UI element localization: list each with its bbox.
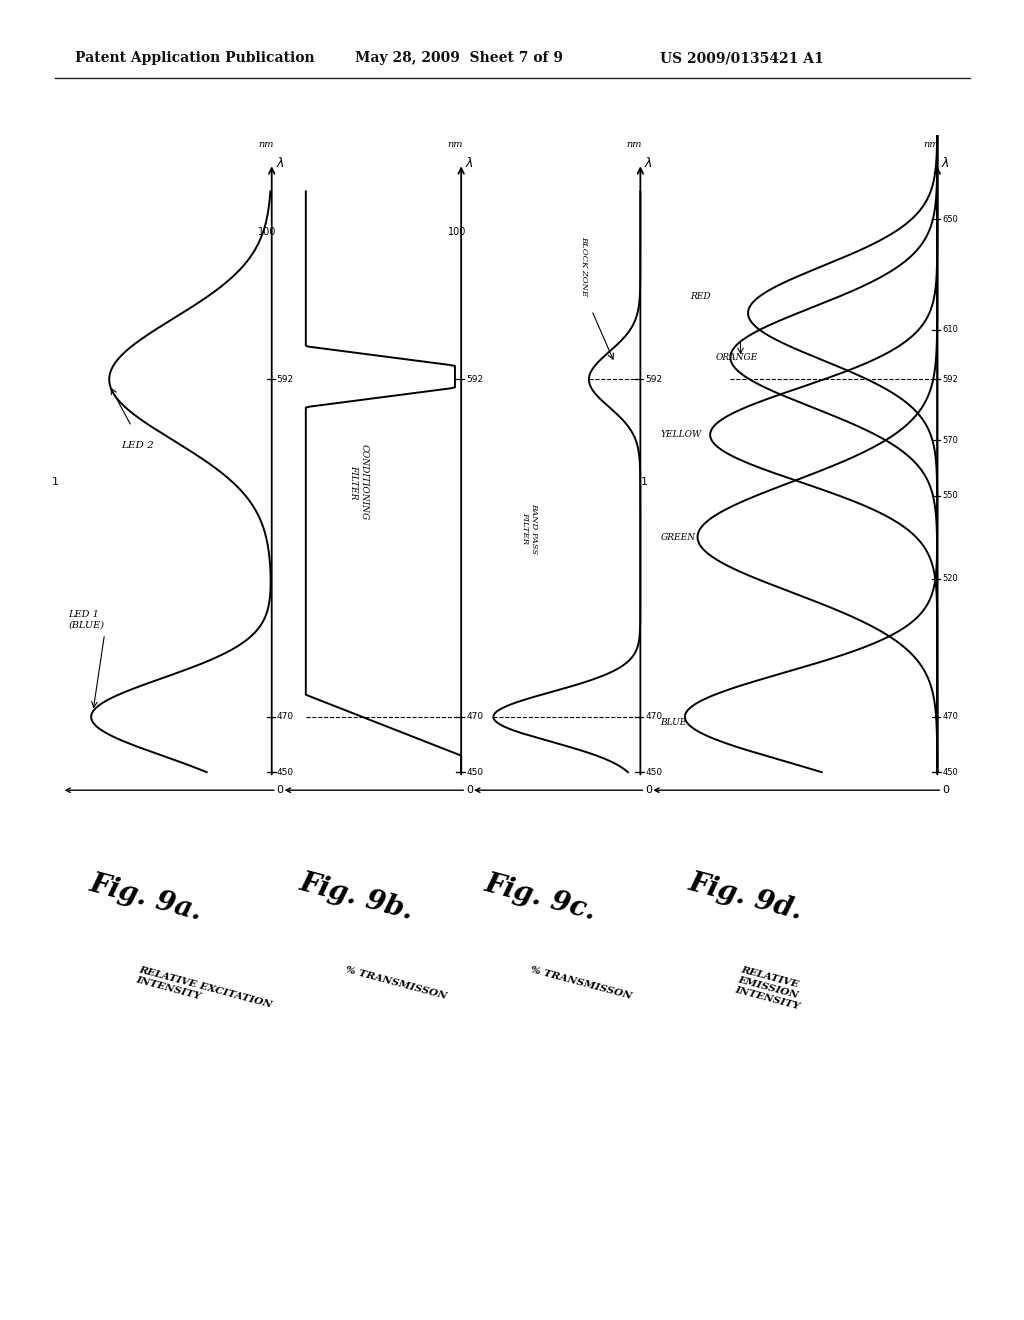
- Text: $\lambda$: $\lambda$: [941, 156, 950, 170]
- Text: 470: 470: [942, 713, 958, 722]
- Text: 450: 450: [942, 768, 958, 776]
- Text: nm: nm: [447, 140, 463, 149]
- Text: 592: 592: [276, 375, 294, 384]
- Text: 470: 470: [276, 713, 294, 722]
- Text: BAND PASS
FILTER: BAND PASS FILTER: [521, 503, 539, 554]
- Text: 592: 592: [466, 375, 483, 384]
- Text: % TRANSMISSON: % TRANSMISSON: [529, 966, 633, 1002]
- Text: 0: 0: [466, 785, 473, 795]
- Text: $\lambda$: $\lambda$: [644, 156, 653, 170]
- Text: RELATIVE
EMISSION
INTENSITY: RELATIVE EMISSION INTENSITY: [734, 966, 807, 1011]
- Text: Patent Application Publication: Patent Application Publication: [75, 51, 314, 65]
- Text: LED 2: LED 2: [122, 441, 155, 450]
- Text: US 2009/0135421 A1: US 2009/0135421 A1: [660, 51, 823, 65]
- Text: 550: 550: [942, 491, 958, 500]
- Text: 0: 0: [645, 785, 652, 795]
- Text: GREEN: GREEN: [660, 532, 695, 541]
- Text: ORANGE: ORANGE: [716, 352, 758, 362]
- Text: nm: nm: [924, 140, 939, 149]
- Text: 650: 650: [942, 215, 958, 223]
- Text: Fig. 9d.: Fig. 9d.: [686, 870, 806, 925]
- Text: RED: RED: [690, 292, 711, 301]
- Text: Fig. 9b.: Fig. 9b.: [297, 870, 417, 925]
- Text: CONDITIONING
FILTER: CONDITIONING FILTER: [349, 444, 369, 520]
- Text: 592: 592: [942, 375, 958, 384]
- Text: nm: nm: [627, 140, 642, 149]
- Text: 520: 520: [942, 574, 958, 583]
- Text: 470: 470: [466, 713, 483, 722]
- Text: 1: 1: [640, 477, 647, 487]
- Text: LED 1
(BLUE): LED 1 (BLUE): [69, 610, 104, 630]
- Text: $\lambda$: $\lambda$: [275, 156, 285, 170]
- Text: RELATIVE EXCITATION
INTENSITY: RELATIVE EXCITATION INTENSITY: [135, 966, 273, 1020]
- Text: $\lambda$: $\lambda$: [465, 156, 474, 170]
- Text: YELLOW: YELLOW: [660, 430, 701, 440]
- Text: Fig. 9a.: Fig. 9a.: [87, 870, 206, 925]
- Text: 0: 0: [276, 785, 284, 795]
- Text: Fig. 9c.: Fig. 9c.: [481, 870, 599, 925]
- Text: % TRANSMISSON: % TRANSMISSON: [345, 966, 449, 1002]
- Text: 100: 100: [447, 227, 466, 238]
- Text: 100: 100: [258, 227, 276, 238]
- Text: 450: 450: [276, 768, 294, 776]
- Text: BLOCK ZONE: BLOCK ZONE: [580, 236, 588, 296]
- Text: 450: 450: [645, 768, 663, 776]
- Text: May 28, 2009  Sheet 7 of 9: May 28, 2009 Sheet 7 of 9: [355, 51, 563, 65]
- Text: 1: 1: [51, 477, 58, 487]
- Text: 470: 470: [645, 713, 663, 722]
- Text: 592: 592: [645, 375, 663, 384]
- Text: BLUE: BLUE: [660, 718, 687, 727]
- Text: 450: 450: [466, 768, 483, 776]
- Text: 0: 0: [942, 785, 949, 795]
- Text: 610: 610: [942, 325, 958, 334]
- Text: 570: 570: [942, 436, 958, 445]
- Text: nm: nm: [258, 140, 273, 149]
